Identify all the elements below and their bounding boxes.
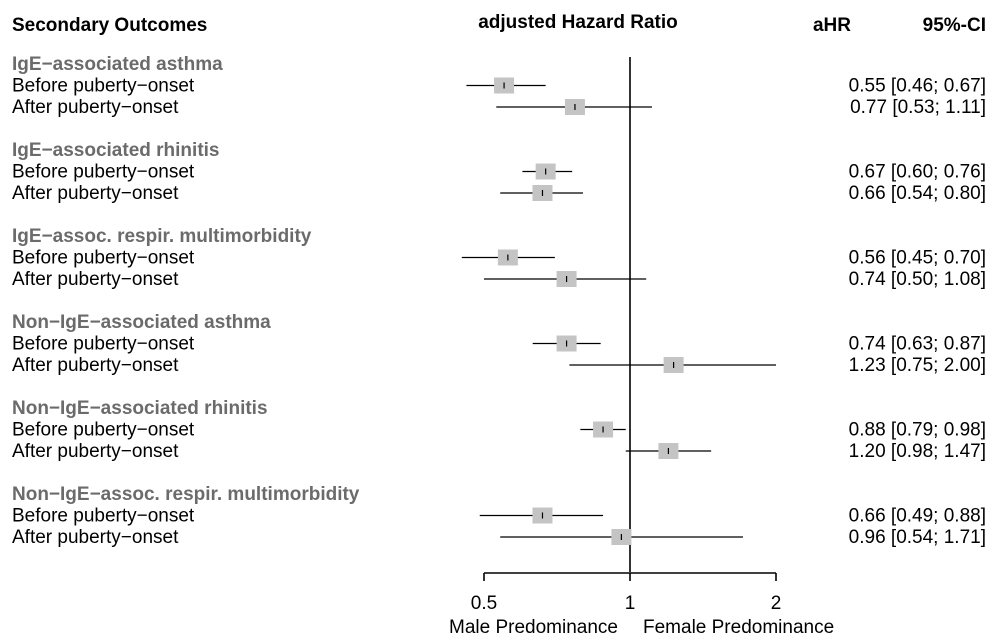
group-label: IgE−associated asthma — [12, 54, 223, 75]
row-value: 0.55 [0.46; 0.67] — [849, 76, 986, 97]
row-label: After puberty−onset — [12, 269, 179, 290]
row-label: Before puberty−onset — [12, 506, 195, 527]
x-tick-label: 2 — [771, 593, 782, 614]
header-plot: adjusted Hazard Ratio — [478, 12, 678, 33]
row-label: Before puberty−onset — [12, 248, 195, 269]
row-label: Before puberty−onset — [12, 420, 195, 441]
x-label-female: Female Predominance — [643, 617, 834, 635]
group-label: IgE−assoc. respir. multimorbidity — [12, 226, 312, 247]
row-label: Before puberty−onset — [12, 334, 195, 355]
row-label: After puberty−onset — [12, 441, 179, 462]
x-axis: 0.5 1 2 Male Predominance Female Predominanc… — [449, 572, 834, 635]
row-value: 0.74 [0.50; 1.08] — [849, 269, 986, 290]
x-tick-label: 1 — [625, 593, 636, 614]
row-label: After puberty−onset — [12, 527, 179, 548]
row-value: 0.88 [0.79; 0.98] — [849, 420, 986, 441]
header-ahr: aHR — [813, 15, 851, 36]
group-label: Non−IgE−associated asthma — [12, 312, 271, 333]
row-value: 0.67 [0.60; 0.76] — [849, 162, 986, 183]
x-tick-label: 0.5 — [471, 593, 497, 614]
row-value: 0.56 [0.45; 0.70] — [849, 248, 986, 269]
row-label: After puberty−onset — [12, 97, 179, 118]
row-label: After puberty−onset — [12, 355, 179, 376]
row-label: Before puberty−onset — [12, 162, 195, 183]
row-label: After puberty−onset — [12, 183, 179, 204]
group-label: Non−IgE−associated rhinitis — [12, 398, 268, 419]
row-value: 0.66 [0.49; 0.88] — [849, 506, 986, 527]
row-value: 0.66 [0.54; 0.80] — [849, 183, 986, 204]
row-value: 0.77 [0.53; 1.11] — [850, 97, 986, 118]
group-label: IgE−associated rhinitis — [12, 140, 220, 161]
group-label: Non−IgE−assoc. respir. multimorbidity — [12, 484, 360, 505]
header-ci: 95%-CI — [923, 15, 986, 36]
header-outcomes: Secondary Outcomes — [12, 15, 207, 36]
x-label-male: Male Predominance — [449, 617, 618, 635]
row-value: 1.20 [0.98; 1.47] — [849, 441, 986, 462]
row-value: 0.96 [0.54; 1.71] — [849, 527, 986, 548]
row-value: 0.74 [0.63; 0.87] — [849, 334, 986, 355]
row-value: 1.23 [0.75; 2.00] — [849, 355, 986, 376]
row-label: Before puberty−onset — [12, 76, 195, 97]
